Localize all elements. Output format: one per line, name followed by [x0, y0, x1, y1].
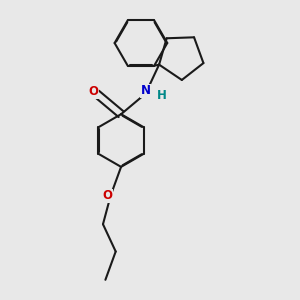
Text: N: N: [141, 84, 151, 97]
Text: O: O: [103, 189, 113, 203]
Text: O: O: [88, 85, 99, 98]
Text: H: H: [156, 89, 166, 102]
